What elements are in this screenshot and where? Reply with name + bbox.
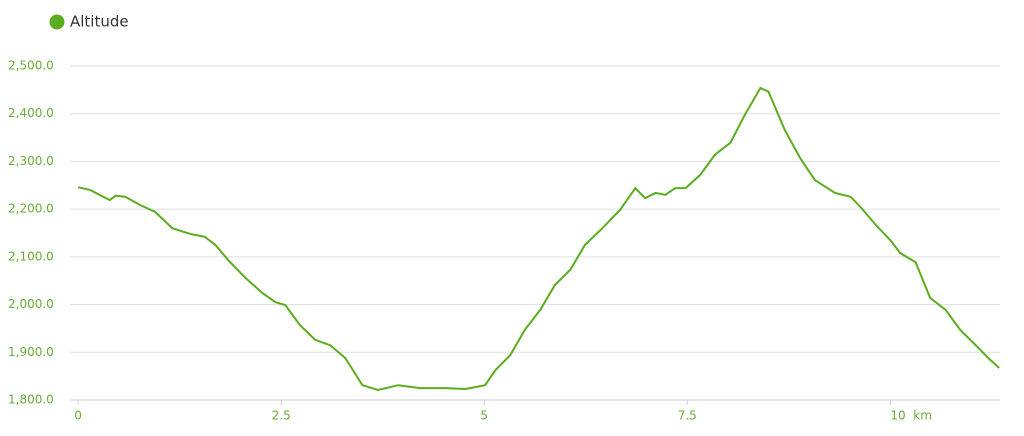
y-tick-label: 2,500.0: [8, 59, 54, 73]
x-tick-label: 2.5: [272, 409, 291, 423]
legend-label: Altitude: [70, 13, 129, 31]
x-tick-label: 10 km: [890, 409, 932, 423]
y-tick-label: 2,200.0: [8, 202, 54, 216]
y-tick-label: 2,000.0: [8, 297, 54, 311]
x-tick-label: 5: [480, 409, 488, 423]
y-tick-label: 2,400.0: [8, 106, 54, 120]
y-tick-label: 2,100.0: [8, 249, 54, 263]
x-tick-label: 7.5: [678, 409, 697, 423]
legend-marker: [49, 14, 65, 30]
y-tick-label: 2,300.0: [8, 154, 54, 168]
y-tick-label: 1,800.0: [8, 393, 54, 407]
y-tick-label: 1,900.0: [8, 345, 54, 359]
line: [77, 86, 1000, 392]
x-tick-label: 0: [74, 409, 82, 423]
